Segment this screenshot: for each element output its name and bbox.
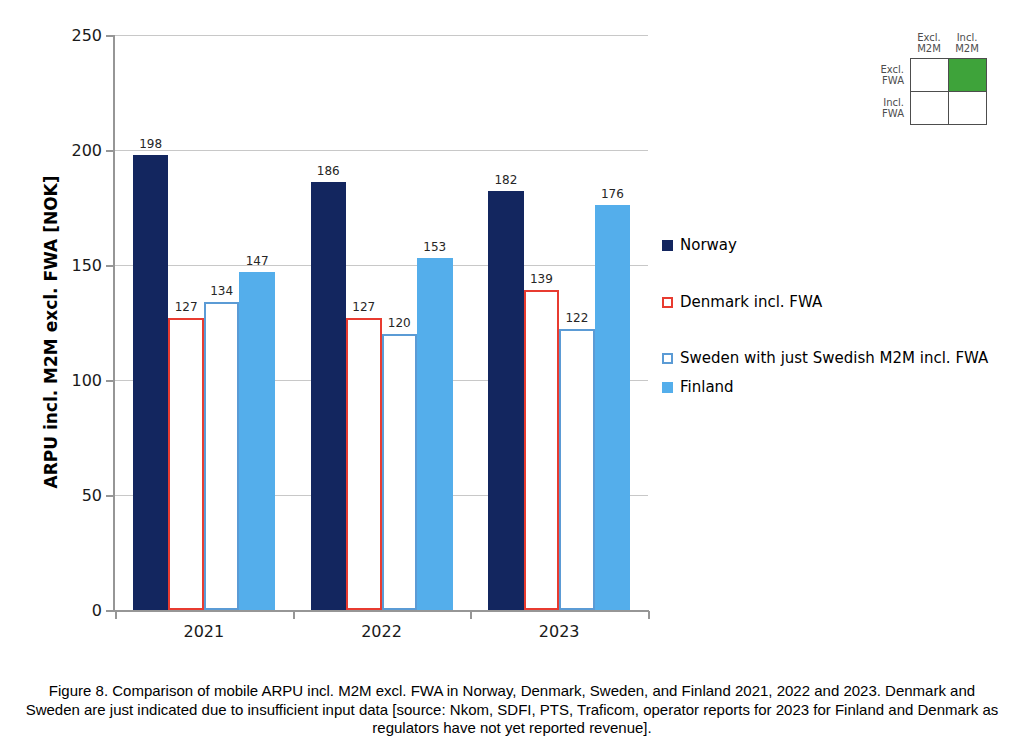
m2m-fwa-matrix-legend: Excl. M2M Incl. M2M Excl. FWA Incl. FWA: [868, 28, 986, 124]
x-axis-label: 2023: [499, 622, 619, 641]
y-tick-label: 200: [56, 141, 102, 160]
y-tick-label: 100: [56, 371, 102, 390]
bar-value-label: 176: [590, 187, 634, 201]
y-axis-tick: [106, 150, 114, 152]
legend-label: Denmark incl. FWA: [680, 291, 995, 313]
bar-value-label: 186: [306, 164, 350, 178]
bar-value-label: 134: [200, 284, 244, 298]
bar-denmark-2023: [524, 290, 560, 610]
y-axis-title: ARPU incl. M2M excl. FWA [NOK]: [41, 317, 61, 347]
matrix-cell-excl-fwa-excl-m2m: [910, 58, 949, 92]
bar-sweden-2023: [559, 329, 595, 610]
figure-caption: Figure 8. Comparison of mobile ARPU incl…: [22, 682, 1002, 738]
bar-denmark-2021: [168, 318, 204, 610]
bar-norway-2021: [133, 155, 169, 610]
matrix-cell-excl-fwa-incl-m2m: [948, 58, 987, 92]
bar-value-label: 122: [555, 311, 599, 325]
x-axis-tick: [115, 611, 117, 619]
bar-norway-2022: [311, 182, 347, 610]
matrix-row-label-excl-fwa: Excl. FWA: [868, 58, 910, 91]
bar-value-label: 120: [377, 316, 421, 330]
matrix-col-label-incl-m2m: Incl. M2M: [948, 28, 986, 58]
plot-area: 198 127 134 147 186 127 120 153 182 139 122 176: [115, 35, 648, 610]
gridline: [115, 265, 648, 266]
bar-finland-2021: [239, 272, 275, 610]
legend-swatch-icon: [662, 240, 673, 251]
y-axis-tick: [106, 35, 114, 37]
x-axis-label: 2022: [322, 622, 442, 641]
legend-swatch-icon: [662, 353, 673, 364]
y-tick-label: 250: [56, 26, 102, 45]
bar-sweden-2021: [204, 302, 240, 610]
y-axis-tick: [106, 380, 114, 382]
legend-swatch-icon: [662, 297, 673, 308]
legend-item-finland: Finland: [662, 376, 1014, 398]
bar-value-label: 127: [164, 300, 208, 314]
bar-value-label: 153: [413, 240, 457, 254]
bar-value-label: 147: [235, 254, 279, 268]
gridline: [115, 35, 648, 36]
bar-value-label: 182: [484, 173, 528, 187]
bar-value-label: 139: [519, 272, 563, 286]
gridline: [115, 150, 648, 151]
y-tick-label: 50: [56, 486, 102, 505]
x-axis-tick: [470, 611, 472, 619]
bar-norway-2023: [488, 191, 524, 610]
bar-finland-2023: [595, 205, 631, 610]
y-axis-tick: [106, 495, 114, 497]
matrix-corner-spacer: [868, 28, 910, 58]
bar-sweden-2022: [382, 334, 418, 610]
legend-label: Sweden with just Swedish M2M incl. FWA: [680, 347, 995, 369]
matrix-col-label-excl-m2m: Excl. M2M: [910, 28, 948, 58]
bar-value-label: 198: [129, 137, 173, 151]
legend-item-denmark: Denmark incl. FWA: [662, 291, 1014, 313]
legend-item-norway: Norway: [662, 234, 1014, 256]
x-axis-tick: [293, 611, 295, 619]
legend-item-sweden: Sweden with just Swedish M2M incl. FWA: [662, 347, 1014, 369]
y-axis-title-text: ARPU incl. M2M excl. FWA [NOK]: [41, 175, 61, 488]
x-axis-label: 2021: [144, 622, 264, 641]
matrix-cell-incl-fwa-incl-m2m: [948, 91, 987, 125]
x-axis-tick: [648, 611, 650, 619]
bar-value-label: 127: [342, 300, 386, 314]
y-tick-label: 0: [56, 601, 102, 620]
matrix-row-label-incl-fwa: Incl. FWA: [868, 91, 910, 124]
y-axis-tick: [106, 610, 114, 612]
y-tick-label: 150: [56, 256, 102, 275]
bar-finland-2022: [417, 258, 453, 610]
y-axis-tick: [106, 265, 114, 267]
legend-swatch-icon: [662, 382, 673, 393]
legend-label: Norway: [680, 234, 995, 256]
matrix-cell-incl-fwa-excl-m2m: [910, 91, 949, 125]
chart-legend: Norway Denmark incl. FWA Sweden with just …: [662, 234, 1014, 398]
legend-label: Finland: [680, 376, 995, 398]
x-axis-line: [108, 610, 649, 612]
figure-8: ARPU incl. M2M excl. FWA [NOK] 198 127 134…: [0, 0, 1024, 755]
bar-denmark-2022: [346, 318, 382, 610]
